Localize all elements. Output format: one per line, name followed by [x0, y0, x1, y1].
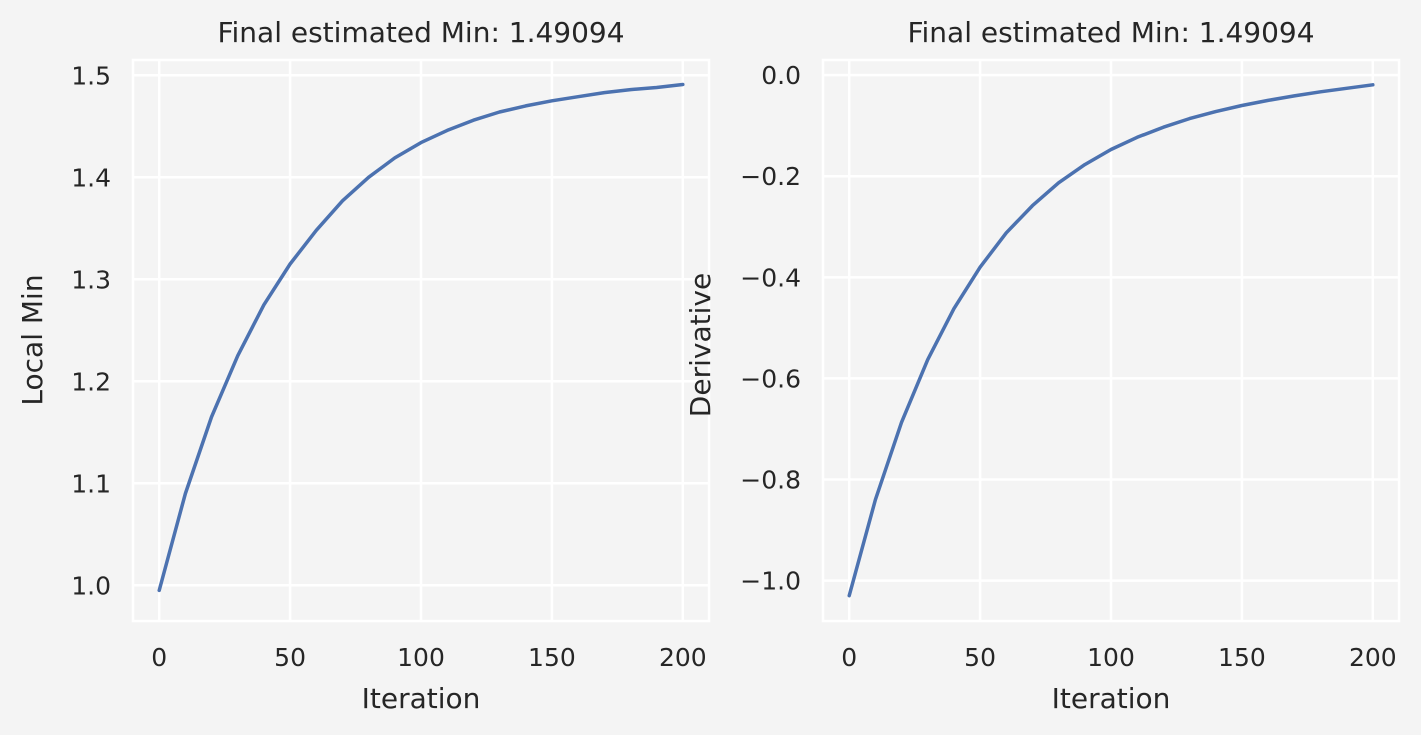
x-axis-label: Iteration	[362, 682, 481, 715]
y-tick-label: −1.0	[740, 567, 801, 596]
chart-title: Final estimated Min: 1.49094	[907, 16, 1314, 49]
y-axis-label: Local Min	[16, 274, 49, 405]
subplot-2: 0 50 100 150 200 0.0 −0.2 −0.4 −0.6 −0.8 −1.0 Final…	[684, 16, 1401, 715]
y-tick-label: 1.0	[71, 571, 111, 600]
x-tick-label: 200	[659, 643, 707, 672]
y-tick-label: 1.3	[71, 265, 111, 294]
y-axis-label: Derivative	[684, 273, 717, 417]
y-tick-label: 1.2	[71, 367, 111, 396]
x-tick-label: 0	[841, 643, 857, 672]
x-tick-label: 200	[1349, 643, 1397, 672]
x-tick-label: 150	[528, 643, 576, 672]
series-line	[847, 83, 1375, 598]
x-tick-label: 150	[1218, 643, 1266, 672]
y-tick-label: 0.0	[761, 61, 801, 90]
chart-title: Final estimated Min: 1.49094	[217, 16, 624, 49]
subplot-1: 0 50 100 150 200 1.0 1.1 1.2 1.3 1.4 1.5 Final esti…	[16, 16, 711, 715]
x-tick-label: 100	[397, 643, 445, 672]
y-tick-label: −0.2	[740, 162, 801, 191]
series-line	[157, 82, 685, 593]
x-tick-label: 0	[151, 643, 167, 672]
y-tick-label: −0.4	[740, 263, 801, 292]
x-tick-label: 50	[274, 643, 306, 672]
y-tick-label: −0.6	[740, 364, 801, 393]
x-axis-label: Iteration	[1052, 682, 1171, 715]
y-tick-label: 1.4	[71, 163, 111, 192]
x-tick-label: 100	[1087, 643, 1135, 672]
y-tick-label: −0.8	[740, 465, 801, 494]
y-tick-label: 1.1	[71, 469, 111, 498]
y-tick-label: 1.5	[71, 61, 111, 90]
x-tick-label: 50	[964, 643, 996, 672]
